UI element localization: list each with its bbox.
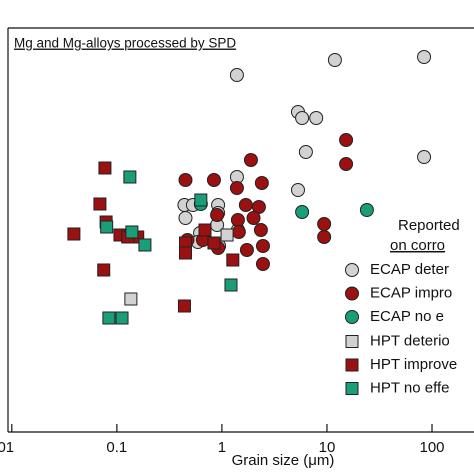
point — [102, 311, 116, 325]
legend-marker — [345, 382, 359, 395]
x-tick-label: 100 — [419, 439, 444, 456]
legend-label: ECAP no e — [370, 308, 444, 325]
point — [124, 292, 138, 306]
legend-label: HPT improve — [370, 356, 457, 373]
point — [243, 153, 258, 167]
point — [295, 111, 310, 125]
point — [115, 311, 129, 325]
point — [220, 228, 234, 242]
point — [207, 236, 221, 250]
point — [251, 200, 266, 214]
point — [230, 213, 245, 227]
point — [177, 299, 191, 313]
point — [339, 133, 354, 147]
point — [194, 193, 208, 207]
point — [231, 225, 246, 239]
point — [206, 173, 221, 187]
point — [67, 227, 81, 241]
point — [339, 157, 354, 171]
legend-marker — [345, 286, 359, 301]
point — [226, 253, 240, 267]
point — [254, 176, 269, 190]
point — [100, 220, 114, 234]
point — [138, 238, 152, 252]
point — [229, 181, 244, 195]
legend-marker — [345, 335, 359, 348]
point — [178, 211, 193, 225]
point — [198, 223, 212, 237]
point — [229, 68, 244, 82]
point — [93, 197, 107, 211]
point — [359, 203, 374, 217]
x-tick-label: 01 — [0, 439, 14, 456]
point — [255, 257, 270, 271]
point — [125, 225, 139, 239]
point — [327, 53, 342, 67]
legend-label: HPT no effe — [370, 379, 450, 396]
point — [417, 50, 432, 64]
point — [290, 183, 305, 197]
legend-label: HPT deterio — [370, 332, 450, 349]
point — [178, 246, 192, 260]
point — [97, 263, 111, 277]
x-tick-label: 0.1 — [106, 439, 127, 456]
point — [298, 145, 313, 159]
chart-title: Mg and Mg-alloys processed by SPD — [14, 36, 236, 51]
point — [246, 211, 261, 225]
point — [178, 173, 193, 187]
legend-label: ECAP deter — [370, 261, 449, 278]
point — [317, 230, 332, 244]
x-axis-label: Grain size (μm) — [232, 452, 335, 469]
legend-marker — [345, 263, 359, 277]
point — [238, 198, 253, 212]
legend-title: on corro — [390, 237, 445, 254]
point — [253, 223, 268, 237]
legend-title: Reported — [398, 217, 460, 234]
point — [317, 217, 332, 231]
point — [255, 239, 270, 253]
x-tick-label: 1 — [218, 439, 226, 456]
legend-label: ECAP impro — [370, 284, 452, 301]
point — [239, 243, 254, 257]
point — [98, 161, 112, 175]
x-tick-label: 10 — [319, 439, 336, 456]
point — [224, 278, 238, 292]
legend-marker — [345, 310, 359, 324]
point — [309, 111, 324, 125]
point — [210, 208, 225, 222]
point — [417, 150, 432, 164]
point — [123, 170, 137, 184]
point — [295, 205, 310, 219]
legend-marker — [345, 358, 359, 372]
